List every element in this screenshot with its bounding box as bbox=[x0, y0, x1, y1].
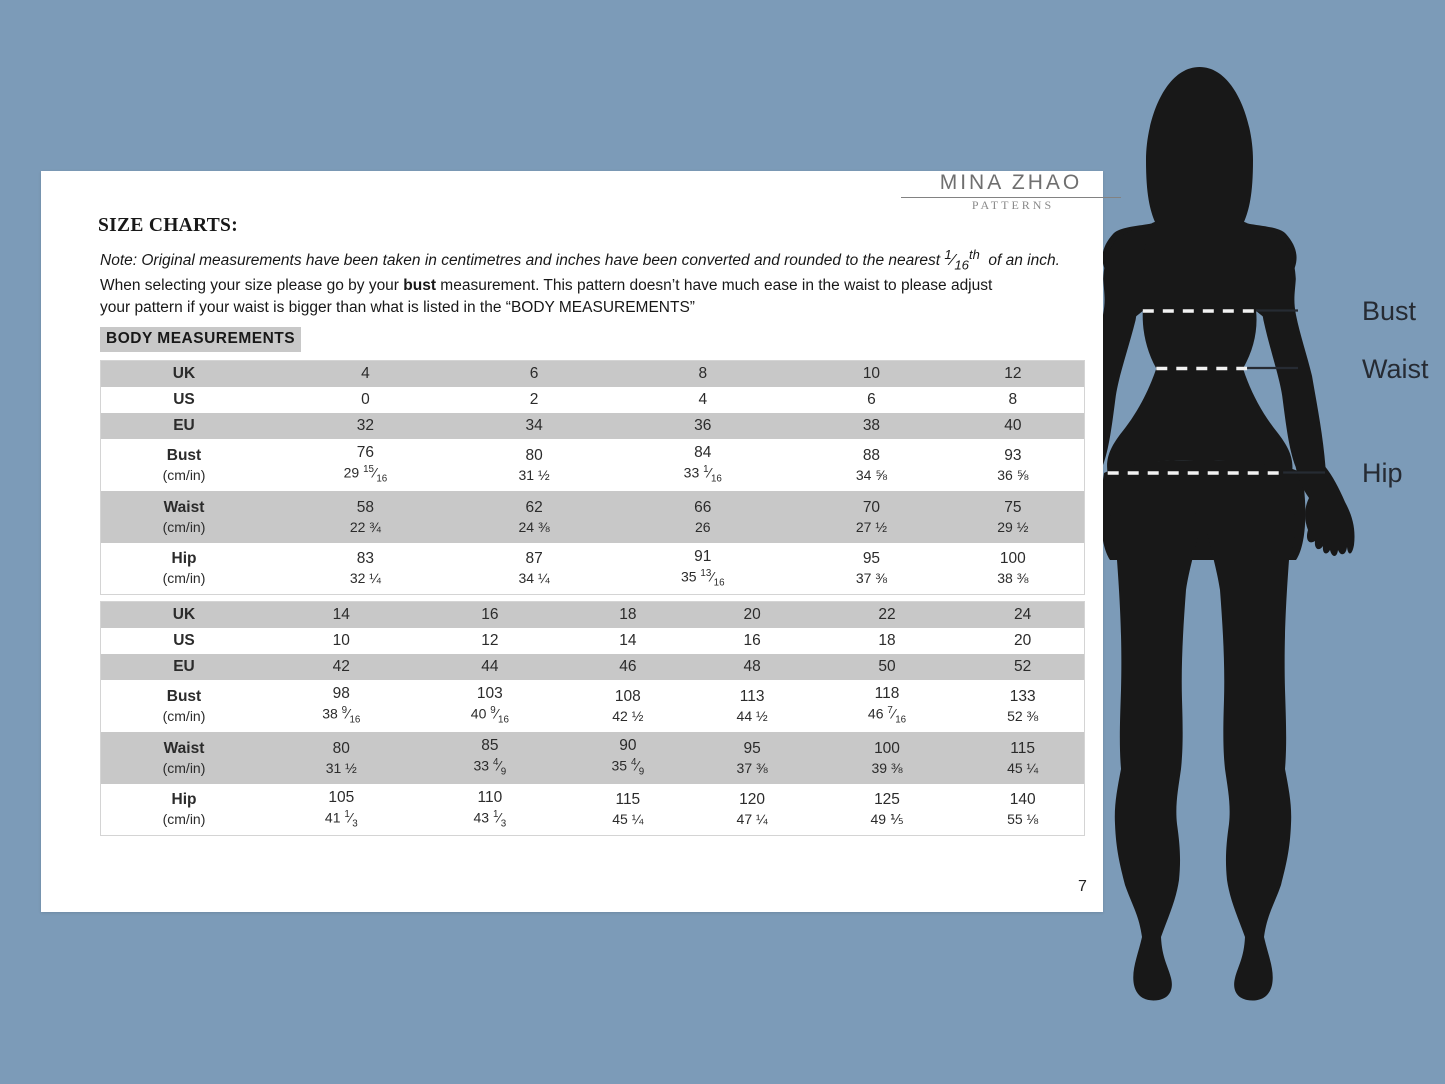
svg-text:Hip: Hip bbox=[1362, 458, 1403, 488]
svg-text:Bust: Bust bbox=[1362, 296, 1417, 326]
svg-text:Waist: Waist bbox=[1362, 354, 1429, 384]
